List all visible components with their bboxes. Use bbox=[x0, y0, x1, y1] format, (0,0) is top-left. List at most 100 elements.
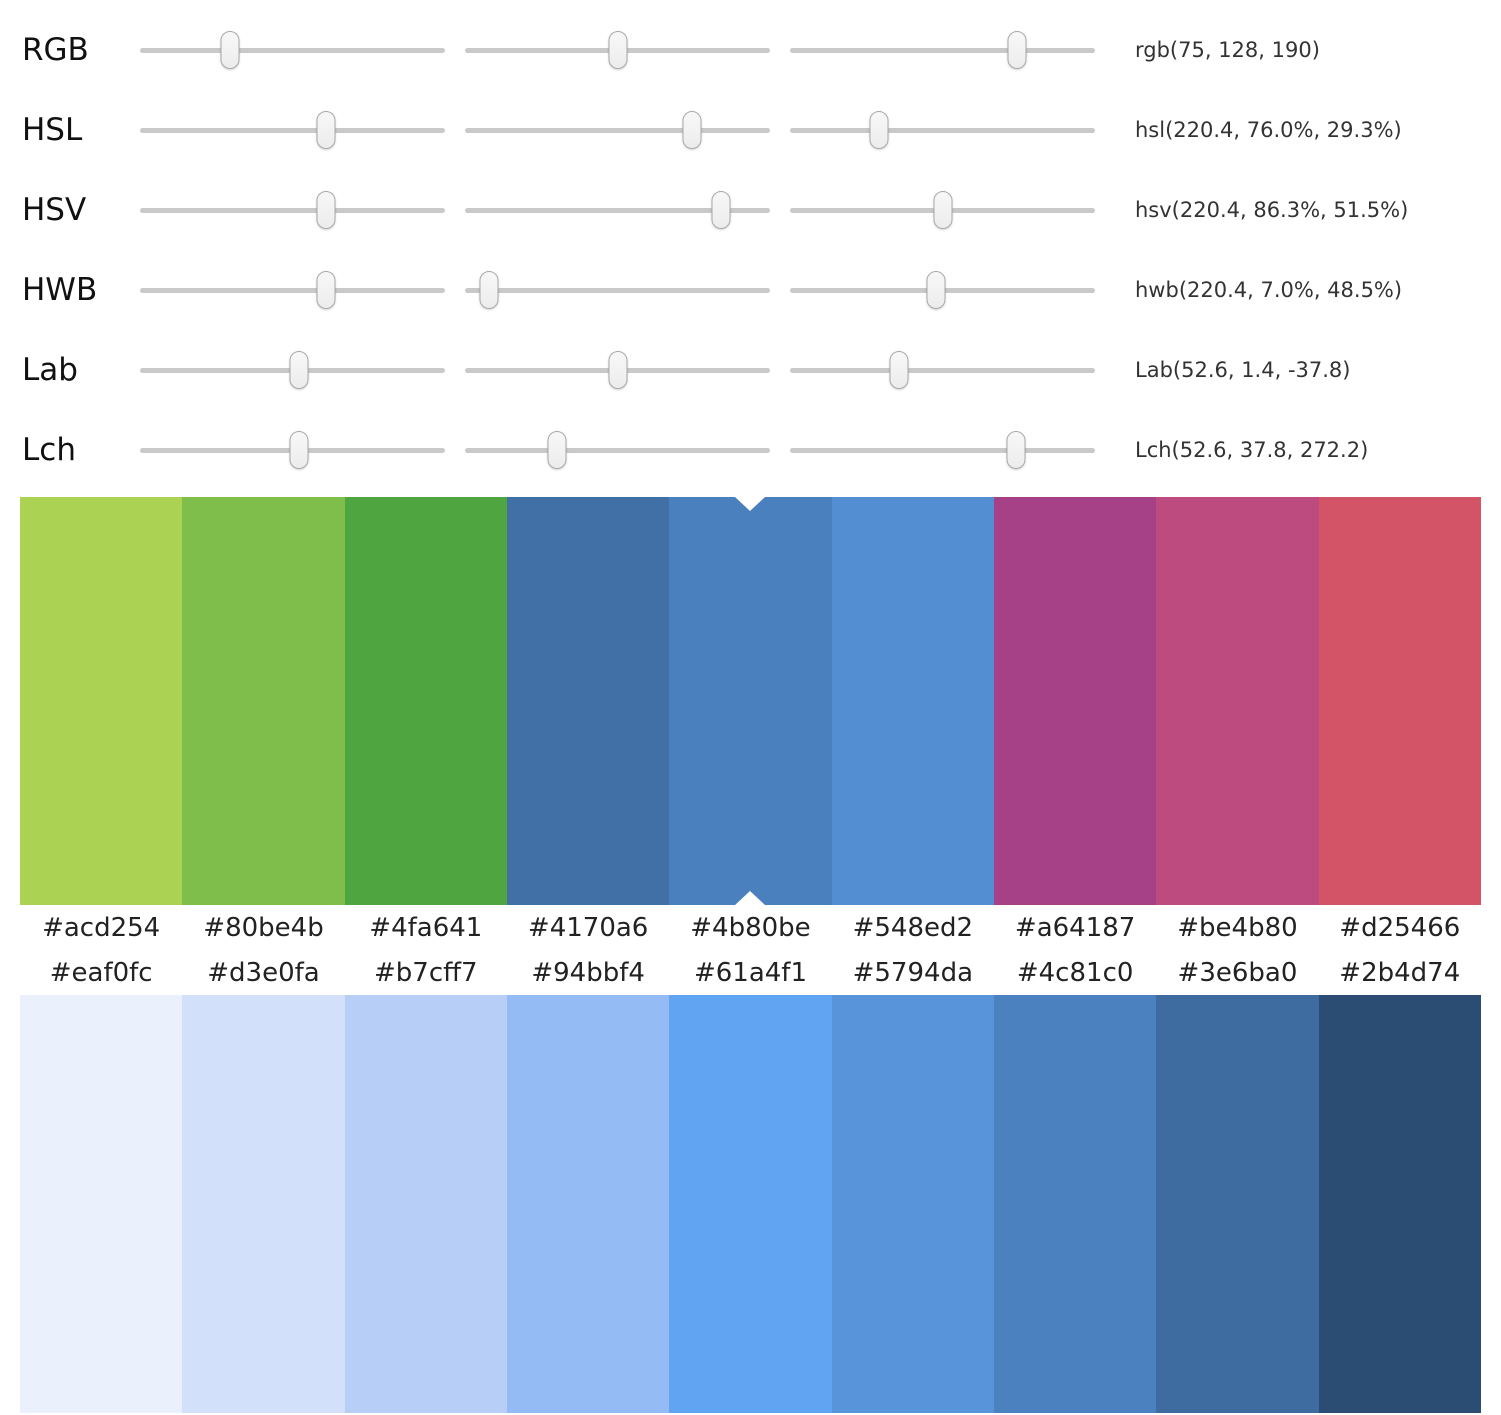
hex-code-label: #4c81c0 bbox=[1016, 957, 1134, 988]
hex-code-label: #acd254 bbox=[42, 912, 161, 943]
slider-track[interactable] bbox=[140, 187, 445, 233]
hue-palette-labels: #acd254 #80be4b #4fa641 #4170a6 #4b80be … bbox=[20, 905, 1481, 950]
hex-code-label: #4fa641 bbox=[369, 912, 483, 943]
slider-track[interactable] bbox=[790, 347, 1095, 393]
palette-swatch[interactable] bbox=[20, 995, 183, 1413]
slider-thumb[interactable] bbox=[869, 111, 889, 149]
color-value-readout: hsl(220.4, 76.0%, 29.3%) bbox=[1135, 118, 1402, 142]
hex-code-label: #a64187 bbox=[1014, 912, 1136, 943]
hex-code-label: #eaf0fc bbox=[49, 957, 153, 988]
palette-swatch[interactable] bbox=[993, 497, 1157, 905]
shade-palette-labels: #eaf0fc #d3e0fa #b7cff7 #94bbf4 #61a4f1 … bbox=[20, 950, 1481, 995]
hex-code-label: #80be4b bbox=[203, 912, 324, 943]
slider-track[interactable] bbox=[140, 267, 445, 313]
slider-row-rgb: RGB rgb(75, 128, 190) bbox=[22, 10, 1501, 90]
slider-track[interactable] bbox=[465, 187, 770, 233]
slider-track[interactable] bbox=[140, 107, 445, 153]
palette-swatch[interactable] bbox=[506, 995, 670, 1413]
slider-thumb[interactable] bbox=[608, 31, 628, 69]
slider-track-line bbox=[140, 287, 445, 293]
palette-swatch-selected[interactable] bbox=[669, 497, 832, 905]
slider-track-line bbox=[790, 367, 1095, 373]
slider-thumb[interactable] bbox=[926, 271, 946, 309]
slider-track-line bbox=[465, 127, 770, 133]
slider-track-line bbox=[140, 207, 445, 213]
selection-caret-bottom-icon bbox=[735, 891, 766, 905]
color-value-readout: Lch(52.6, 37.8, 272.2) bbox=[1135, 438, 1369, 462]
slider-track-line bbox=[790, 47, 1095, 53]
palette-swatch[interactable] bbox=[1318, 995, 1481, 1413]
hex-code-label: #2b4d74 bbox=[1339, 957, 1461, 988]
palette-swatch[interactable] bbox=[182, 995, 345, 1413]
slider-track-line bbox=[140, 127, 445, 133]
slider-thumb[interactable] bbox=[933, 191, 952, 229]
slider-thumb[interactable] bbox=[1007, 31, 1027, 69]
palette-swatch[interactable] bbox=[1318, 497, 1481, 905]
palette-swatch[interactable] bbox=[831, 995, 994, 1413]
colorspace-label: Lch bbox=[22, 432, 76, 468]
hex-code-label: #b7cff7 bbox=[374, 957, 478, 988]
hex-code-label: #d3e0fa bbox=[207, 957, 320, 988]
color-value-readout: rgb(75, 128, 190) bbox=[1135, 38, 1320, 62]
slider-track[interactable] bbox=[465, 107, 770, 153]
slider-track[interactable] bbox=[465, 427, 770, 473]
palette-swatch[interactable] bbox=[669, 995, 832, 1413]
slider-track[interactable] bbox=[790, 427, 1095, 473]
slider-track[interactable] bbox=[140, 27, 445, 73]
hex-code-label: #d25466 bbox=[1339, 912, 1461, 943]
palette-swatch[interactable] bbox=[182, 497, 345, 905]
slider-thumb[interactable] bbox=[220, 31, 240, 69]
slider-track[interactable] bbox=[790, 187, 1095, 233]
colorspace-label: HWB bbox=[22, 272, 98, 308]
slider-thumb[interactable] bbox=[547, 431, 566, 469]
slider-thumb[interactable] bbox=[289, 351, 309, 389]
palette-swatch[interactable] bbox=[506, 497, 670, 905]
slider-row-hsv: HSV hsv(220.4, 86.3%, 51.5%) bbox=[22, 170, 1501, 250]
slider-thumb[interactable] bbox=[289, 431, 309, 469]
hex-code-label: #94bbf4 bbox=[531, 957, 645, 988]
slider-track-line bbox=[465, 447, 770, 453]
slider-track[interactable] bbox=[790, 267, 1095, 313]
slider-thumb[interactable] bbox=[479, 271, 499, 309]
palette-swatch[interactable] bbox=[344, 497, 507, 905]
slider-row-lab: Lab Lab(52.6, 1.4, -37.8) bbox=[22, 330, 1501, 410]
slider-track[interactable] bbox=[465, 267, 770, 313]
colorspace-label: Lab bbox=[22, 352, 78, 388]
slider-track[interactable] bbox=[465, 27, 770, 73]
slider-row-hwb: HWB hwb(220.4, 7.0%, 48.5%) bbox=[22, 250, 1501, 330]
slider-track[interactable] bbox=[140, 427, 445, 473]
colorspace-label: HSV bbox=[22, 192, 87, 228]
color-value-readout: hwb(220.4, 7.0%, 48.5%) bbox=[1135, 278, 1403, 302]
slider-track[interactable] bbox=[790, 107, 1095, 153]
selection-caret-top-icon bbox=[735, 497, 766, 511]
palette-swatch[interactable] bbox=[831, 497, 994, 905]
slider-track[interactable] bbox=[465, 347, 770, 393]
slider-thumb[interactable] bbox=[889, 351, 909, 389]
slider-thumb[interactable] bbox=[1006, 431, 1026, 469]
slider-track-line bbox=[465, 287, 770, 293]
color-value-readout: Lab(52.6, 1.4, -37.8) bbox=[1135, 358, 1351, 382]
palette-swatch[interactable] bbox=[1156, 995, 1319, 1413]
slider-track[interactable] bbox=[790, 27, 1095, 73]
hex-code-label: #548ed2 bbox=[852, 912, 974, 943]
palette-swatch[interactable] bbox=[1156, 497, 1319, 905]
shade-palette bbox=[20, 995, 1481, 1413]
color-value-readout: hsv(220.4, 86.3%, 51.5%) bbox=[1135, 198, 1409, 222]
slider-track-line bbox=[790, 127, 1095, 133]
slider-thumb[interactable] bbox=[711, 191, 731, 229]
slider-thumb[interactable] bbox=[316, 271, 336, 309]
palette-swatch[interactable] bbox=[993, 995, 1157, 1413]
slider-thumb[interactable] bbox=[316, 191, 336, 229]
palette-swatch[interactable] bbox=[20, 497, 183, 905]
slider-row-hsl: HSL hsl(220.4, 76.0%, 29.3%) bbox=[22, 90, 1501, 170]
hex-code-label: #3e6ba0 bbox=[1177, 957, 1298, 988]
palette-swatch[interactable] bbox=[344, 995, 507, 1413]
slider-thumb[interactable] bbox=[608, 351, 627, 389]
hex-code-label: #61a4f1 bbox=[693, 957, 807, 988]
slider-track[interactable] bbox=[140, 347, 445, 393]
hue-palette bbox=[20, 497, 1481, 905]
slider-thumb[interactable] bbox=[316, 111, 336, 149]
hex-code-label: #4b80be bbox=[690, 912, 811, 943]
slider-track-line bbox=[140, 47, 445, 53]
slider-thumb[interactable] bbox=[682, 111, 702, 149]
